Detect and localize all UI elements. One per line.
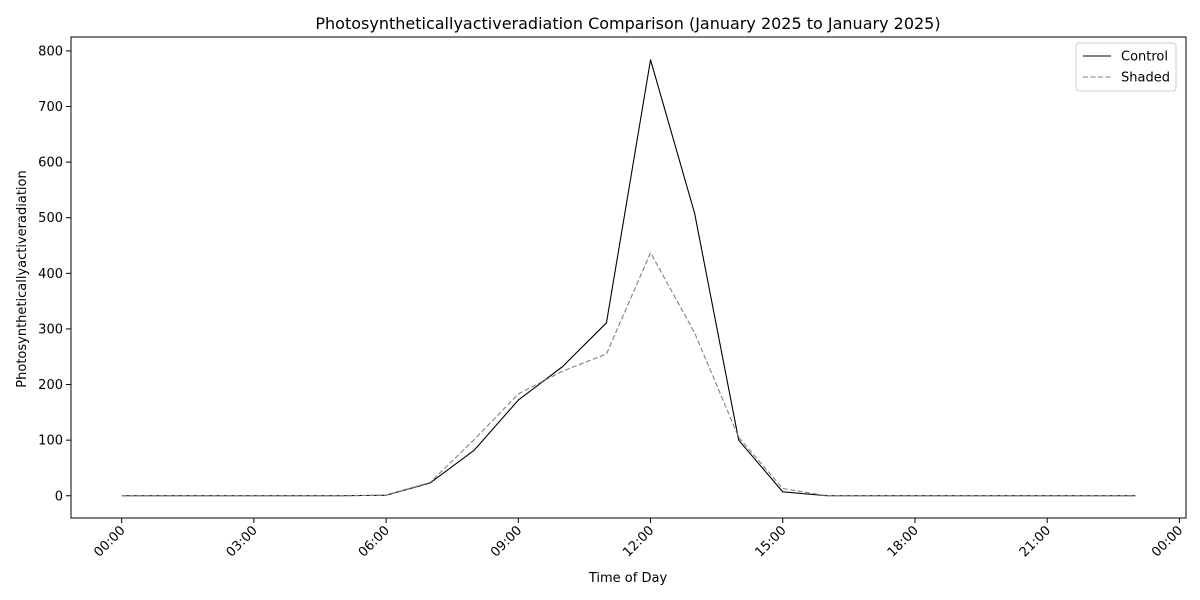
legend-label-control: Control [1121,50,1168,65]
x-tick-label: 00:00 [91,523,128,560]
legend-box [1075,42,1177,92]
legend: Control Shaded [1075,42,1177,92]
chart-title: Photosyntheticallyactiveradiation Compar… [315,14,940,33]
x-tick-label: 12:00 [620,523,657,560]
y-tick-label: 100 [38,434,63,449]
x-tick-label: 15:00 [752,523,789,560]
x-tick-label: 03:00 [224,523,261,560]
x-tick-label: 06:00 [356,523,393,560]
y-tick-label: 800 [38,44,63,59]
y-tick-label: 200 [38,378,63,393]
y-axis-label: Photosyntheticallyactiveradiation [15,170,30,387]
x-axis: 00:00 03:00 06:00 09:00 12:00 15:00 18:00 21:00… [91,518,1186,560]
x-tick-label: 09:00 [488,523,525,560]
series-layer [121,59,1136,497]
x-tick-label: 21:00 [1017,523,1054,560]
plot-frame [70,36,1187,519]
y-axis: 0 100 200 300 400 500 600 700 800 [38,44,71,504]
y-tick-label: 500 [38,211,63,226]
y-tick-label: 700 [38,100,63,115]
legend-label-shaded: Shaded [1121,71,1170,86]
x-tick-label: 00:00 [1149,523,1186,560]
y-tick-label: 400 [38,267,63,282]
series-line-shaded [121,252,1136,497]
y-tick-label: 0 [55,489,63,504]
series-line-control [121,59,1136,497]
y-tick-label: 300 [38,322,63,337]
x-axis-label: Time of Day [588,571,668,586]
x-tick-label: 18:00 [885,523,922,560]
y-tick-label: 600 [38,156,63,171]
